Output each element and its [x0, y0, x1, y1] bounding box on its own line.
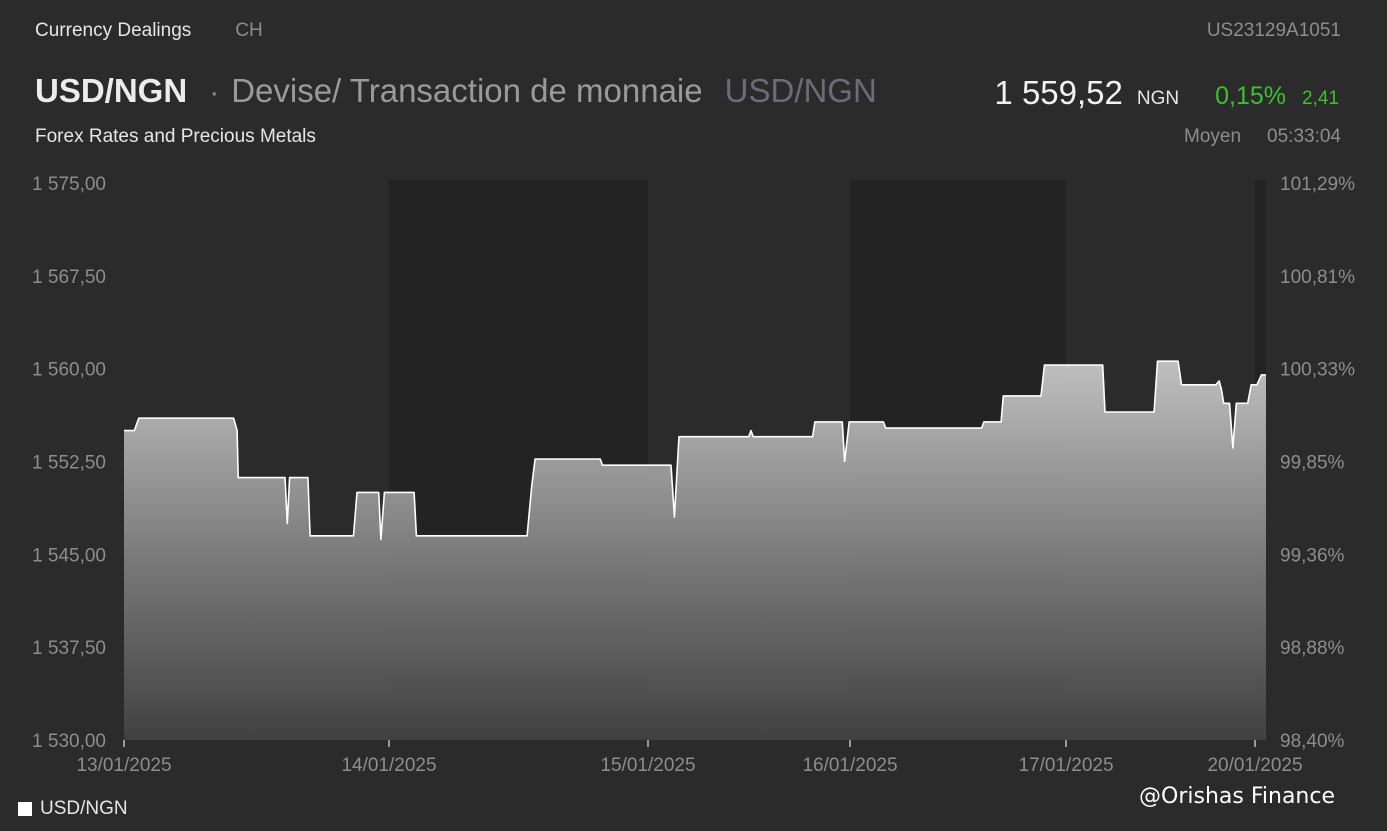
x-tick-label: 14/01/2025: [341, 755, 436, 776]
quote-meta: Moyen 05:33:04: [1184, 126, 1341, 148]
y2-tick-label: 100,33%: [1280, 360, 1355, 381]
y2-tick-label: 100,81%: [1280, 267, 1355, 288]
y-tick-label: 1 552,50: [32, 453, 106, 474]
y-tick-label: 1 545,00: [32, 545, 106, 566]
x-tick-label: 16/01/2025: [802, 755, 897, 776]
pair-title: USD/NGN: [35, 72, 188, 109]
y-tick-label: 1 537,50: [32, 638, 106, 659]
y2-tick-label: 99,85%: [1280, 453, 1345, 474]
y-tick-label: 1 567,50: [32, 267, 106, 288]
y2-tick-label: 98,40%: [1280, 731, 1345, 752]
chart-legend[interactable]: USD/NGN: [18, 798, 128, 820]
subtitle: Forex Rates and Precious Metals: [35, 126, 316, 147]
y2-tick-label: 99,36%: [1280, 545, 1345, 566]
y-tick-label: 1 560,00: [32, 360, 106, 381]
title-separator: ·: [209, 76, 220, 109]
change-absolute: 2,41: [1302, 88, 1339, 109]
legend-swatch: [18, 802, 32, 816]
source-label: Currency Dealings CH: [35, 20, 263, 42]
source-name: Currency Dealings: [35, 20, 192, 41]
y2-tick-label: 98,88%: [1280, 638, 1345, 659]
legend-label: USD/NGN: [40, 798, 128, 819]
instrument-type: Devise/ Transaction de monnaie: [231, 72, 703, 109]
x-tick-label: 15/01/2025: [600, 755, 695, 776]
price-type: Moyen: [1184, 126, 1242, 147]
x-tick-label: 13/01/2025: [76, 755, 171, 776]
market-code: CH: [235, 20, 263, 41]
x-tick-label: 20/01/2025: [1207, 755, 1302, 776]
change-percent: 0,15%: [1215, 82, 1287, 110]
x-tick-label: 17/01/2025: [1018, 755, 1113, 776]
series-line-usd-ngn: [124, 360, 1266, 541]
title-row: USD/NGN · Devise/ Transaction de monnaie US…: [35, 72, 877, 110]
y2-tick-label: 101,29%: [1280, 174, 1355, 195]
y-tick-label: 1 575,00: [32, 174, 106, 195]
watermark: @Orishas Finance: [1139, 784, 1335, 809]
series-area-usd-ngn: [124, 361, 1266, 740]
pair-secondary: USD/NGN: [724, 72, 877, 109]
price-block: 1 559,52 NGN 0,15% 2,41: [994, 74, 1339, 112]
isin-code: US23129A1051: [1206, 20, 1341, 41]
quote-time: 05:33:04: [1267, 126, 1341, 147]
price-currency: NGN: [1136, 88, 1180, 109]
y-tick-label: 1 530,00: [32, 731, 106, 752]
last-price: 1 559,52: [994, 74, 1123, 111]
